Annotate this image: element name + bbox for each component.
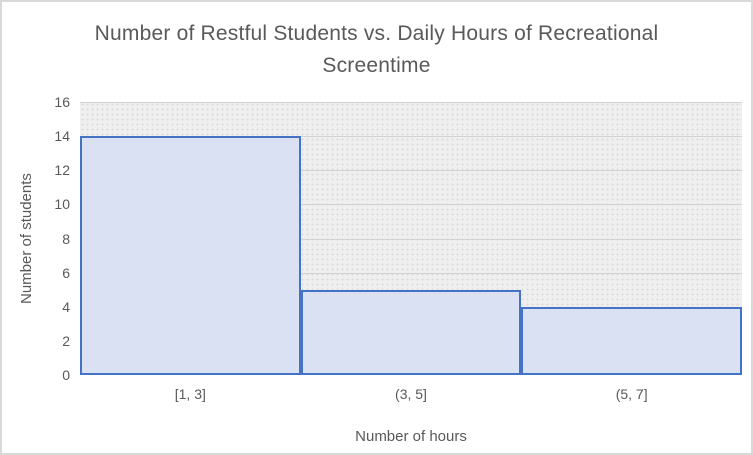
y-tick-label-12: 12: [54, 162, 70, 179]
gridline-y-10: [80, 204, 742, 206]
y-tick-label-2: 2: [62, 332, 70, 349]
y-tick-label-16: 16: [54, 94, 70, 110]
plot-area: [80, 102, 743, 375]
x-tick-label-1: (3, 5]: [395, 386, 427, 402]
gridline-y-6: [80, 272, 742, 274]
x-tick-label-2: (5, 7]: [615, 386, 648, 402]
y-tick-label-4: 4: [62, 298, 70, 315]
y-tick-label-0: 0: [62, 367, 70, 383]
bar-[1, 3]: [80, 136, 301, 375]
gridline-y-16: [80, 102, 742, 103]
y-tick-label-10: 10: [54, 196, 70, 213]
chart-title: Number of Restful Students vs. Daily Hou…: [94, 22, 659, 77]
y-tick-label-8: 8: [62, 230, 70, 247]
x-axis-title: Number of hours: [355, 428, 467, 445]
y-tick-label-6: 6: [62, 264, 70, 281]
bar-series: [80, 102, 743, 375]
gridline-y-14: [80, 136, 742, 138]
bar-(5, 7]: [521, 306, 743, 375]
y-tick-label-14: 14: [54, 128, 70, 145]
bar-(3, 5]: [300, 289, 522, 375]
x-tick-label-0: [1, 3]: [174, 386, 206, 402]
gridline-y-12: [80, 170, 742, 172]
gridline-y-8: [80, 238, 742, 240]
y-axis-title: Number of students: [18, 173, 35, 304]
